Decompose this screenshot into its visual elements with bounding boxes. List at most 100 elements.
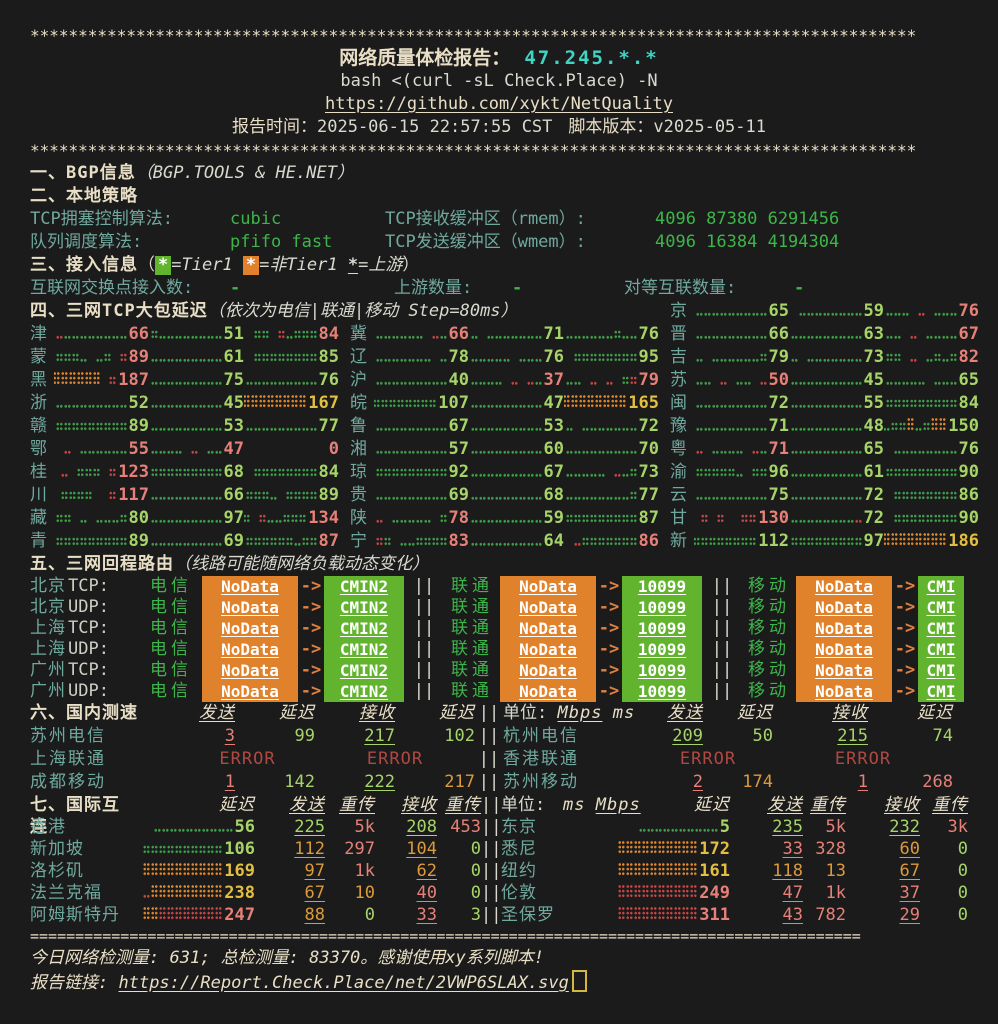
script-version-label: 脚本版本： [568,117,654,137]
latency-cell: 130 [694,507,789,530]
pipe-separator: || [711,660,733,680]
sparkline [142,904,223,926]
report-ip: 47.245.*.* [524,47,659,69]
latency-cell: 89 [244,484,339,507]
latency-value: 40 [448,370,469,390]
section-international-title: 七、国际互连 [30,795,120,837]
policy-row-congestion: TCP拥塞控制算法: cubic TCP接收缓冲区（rmem）: 4096 87… [30,208,968,231]
latency-value: 89 [128,347,149,367]
sparkline [470,438,542,461]
latency-row: 黑 187 75 76 沪 40 37 79 苏 50 45 65 [30,369,979,392]
tier1-legend: =Tier1 [171,255,233,275]
access-stats-row: 互联网交换点接入数: - 上游数量: - 对等互联数量: - [30,277,968,300]
sparkline [153,816,233,838]
error-text: ERROR [219,749,276,769]
speed-value: 174 [742,772,773,792]
latency-value: 37 [543,370,564,390]
route-source-badge: NoData [796,597,892,618]
route-city: 北京 [30,576,66,596]
sparkline [150,346,222,369]
col-header-send-r: 发送 [767,795,803,815]
sparkline [55,323,127,346]
pipe-separator: || [478,703,500,723]
latency-value: 72 [638,416,659,436]
sparkline [790,484,862,507]
intl-sparkline-delay: 5 [563,816,730,838]
latency-row: 赣 89 53 77 鲁 67 53 72 豫 71 48 150 [30,415,979,438]
latency-cell: 86 [884,484,979,507]
province-label: 渝 [670,462,687,482]
route-destination-badge: CMIN2 [324,681,404,702]
route-source-badge: NoData [796,681,892,702]
latency-cell: 77 [244,415,339,438]
sparkline [694,530,757,553]
section-latency-subtitle: （依次为电信|联通|移动 Step=80ms） [207,301,518,321]
province-label: 桂 [30,462,47,482]
sparkline [638,816,718,838]
route-destination-badge: 10099 [622,618,702,639]
col-header-recv: 接收 [401,795,437,815]
latency-cell: 117 [54,484,149,507]
intl-city-label: 法兰克福 [30,883,102,903]
latency-cell: 86 [564,530,659,553]
intl-delay-value: 161 [699,861,730,881]
latency-value: 53 [543,416,564,436]
latency-header-group: 京 65 59 76 [670,300,979,323]
sparkline [470,415,542,438]
report-time-value: 2025-06-15 22:57:55 CST [317,117,553,137]
sparkline [884,415,947,438]
paren-open: （ [138,255,155,275]
sparkline [617,838,698,860]
report-title: 网络质量体检报告： [339,47,511,69]
latency-value: 47 [543,393,564,413]
route-city: 广州 [30,681,66,701]
sparkline [893,438,957,461]
intl-value: 33 [782,839,803,859]
route-source-badge: NoData [796,660,892,681]
sparkline [893,484,957,507]
latency-cell: 73 [789,346,884,369]
latency-value: 134 [308,508,339,528]
footer-stats: 今日网络检测量: 631; 总检测量: 83370。感谢使用xy系列脚本! [30,948,544,968]
route-source-badge: NoData [202,639,298,660]
sparkline [142,882,223,904]
pipe-separator: || [481,817,502,837]
intl-sparkline-delay: 56 [130,816,255,838]
intl-row: 阿姆斯特丹 247 88 0 33 3 || 圣保罗 311 43 782 29 0 [30,904,968,926]
repo-link[interactable]: https://github.com/xykt/NetQuality [325,94,673,114]
latency-value: 96 [768,462,789,482]
sparkline [564,392,627,415]
sparkline [565,438,637,461]
route-destination-badge: 10099 [622,660,702,681]
province-label: 豫 [670,416,687,436]
latency-value: 123 [118,462,149,482]
col-header-retrans2: 重传 [445,795,481,815]
report-link[interactable]: https://Report.Check.Place/net/2VWP6SLAX… [118,973,569,993]
sparkline [617,860,698,882]
latency-value: 117 [118,485,149,505]
error-text: ERROR [834,749,892,769]
intl-value: 0 [470,839,481,859]
upstream-count-value: - [512,278,523,298]
province-label: 皖 [350,393,367,413]
intl-city-label: 伦敦 [501,883,537,903]
latency-cell: 37 [469,369,564,392]
latency-cell: 47 [149,438,244,461]
col-header-delay-r: 延迟 [694,795,730,815]
latency-cell: 78 [374,346,469,369]
latency-value: 86 [958,485,979,505]
latency-cell: 65 [789,438,884,461]
sparkline [150,323,222,346]
route-protocol: TCP: [68,618,109,638]
sparkline [245,369,317,392]
sparkline [884,530,947,553]
latency-value: 84 [958,393,979,413]
sparkline [63,438,127,461]
unit-mbps: Mbps [595,795,641,815]
error-text: ERROR [366,749,424,769]
carrier-name: 移动 [748,681,790,701]
separator-equals: ========================================… [30,927,861,945]
sparkline [245,415,317,438]
route-arrow: -> [598,660,620,680]
carrier-name: 移动 [748,576,790,596]
